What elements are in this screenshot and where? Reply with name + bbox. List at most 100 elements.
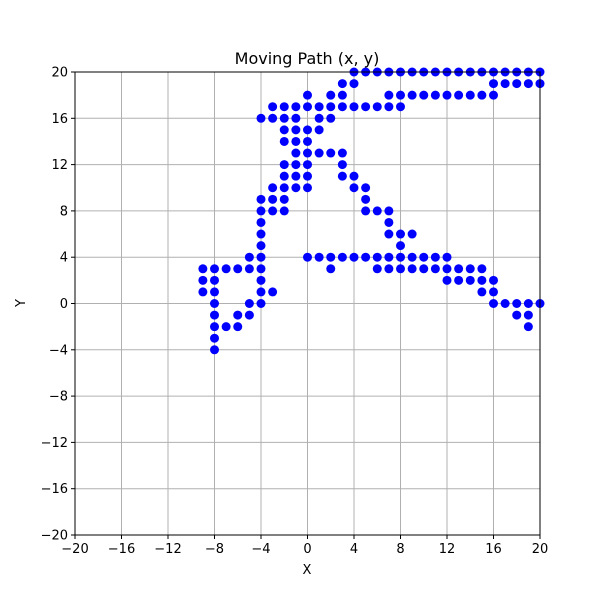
data-point bbox=[396, 102, 405, 112]
data-point bbox=[442, 252, 452, 262]
x-tick-label: −20 bbox=[61, 542, 88, 557]
data-point bbox=[523, 310, 533, 320]
data-point bbox=[349, 252, 359, 262]
data-point bbox=[256, 113, 266, 123]
data-point bbox=[419, 252, 429, 262]
data-point bbox=[337, 148, 347, 158]
data-point bbox=[279, 113, 289, 123]
data-point bbox=[326, 113, 336, 123]
y-tick-label: 20 bbox=[51, 66, 68, 81]
data-point bbox=[210, 275, 219, 285]
data-point bbox=[442, 264, 452, 274]
data-point bbox=[384, 206, 394, 216]
data-point bbox=[337, 79, 347, 89]
plot-frame bbox=[74, 71, 541, 536]
data-point bbox=[256, 217, 266, 227]
data-point bbox=[279, 206, 289, 216]
data-point bbox=[442, 90, 452, 100]
data-point bbox=[198, 287, 208, 297]
data-point bbox=[291, 125, 301, 135]
data-point bbox=[407, 229, 417, 239]
data-point bbox=[326, 102, 336, 112]
data-point bbox=[314, 252, 324, 262]
data-point bbox=[372, 206, 382, 216]
data-point bbox=[361, 102, 371, 112]
data-point bbox=[326, 148, 336, 158]
data-point bbox=[523, 322, 533, 332]
data-point bbox=[314, 148, 324, 158]
data-point bbox=[454, 264, 464, 274]
data-point bbox=[268, 287, 278, 297]
data-point bbox=[279, 136, 289, 146]
x-axis-label: X bbox=[303, 563, 312, 578]
data-point bbox=[419, 264, 429, 274]
y-tick-label: 12 bbox=[51, 158, 68, 173]
data-point bbox=[291, 160, 301, 170]
data-point bbox=[210, 299, 219, 308]
data-point bbox=[221, 264, 231, 274]
data-point bbox=[303, 148, 312, 158]
data-point bbox=[244, 310, 254, 320]
data-point bbox=[384, 264, 394, 274]
data-point bbox=[256, 252, 266, 262]
y-tick-label: 4 bbox=[60, 251, 68, 266]
chart-title: Moving Path (x, y) bbox=[235, 49, 380, 68]
data-point bbox=[291, 113, 301, 123]
data-point bbox=[244, 264, 254, 274]
data-point bbox=[291, 171, 301, 181]
x-tick-label: 8 bbox=[396, 542, 404, 557]
data-point bbox=[303, 102, 312, 112]
data-point bbox=[512, 79, 522, 89]
data-points bbox=[198, 67, 545, 355]
data-point bbox=[210, 264, 219, 274]
data-point bbox=[512, 299, 522, 308]
data-point bbox=[384, 90, 394, 100]
data-point bbox=[233, 322, 243, 332]
data-point bbox=[361, 252, 371, 262]
data-point bbox=[303, 171, 312, 181]
data-point bbox=[326, 252, 336, 262]
data-point bbox=[512, 310, 522, 320]
data-point bbox=[256, 264, 266, 274]
data-point bbox=[268, 102, 278, 112]
data-point bbox=[407, 264, 417, 274]
data-point bbox=[210, 345, 219, 355]
data-point bbox=[314, 113, 324, 123]
data-point bbox=[233, 310, 243, 320]
data-point bbox=[442, 275, 452, 285]
data-point bbox=[361, 206, 371, 216]
data-point bbox=[314, 102, 324, 112]
data-point bbox=[349, 183, 359, 193]
data-point bbox=[256, 287, 266, 297]
data-point bbox=[384, 102, 394, 112]
data-point bbox=[361, 183, 371, 193]
data-point bbox=[279, 171, 289, 181]
y-tick-label: 8 bbox=[60, 204, 68, 219]
data-point bbox=[477, 287, 487, 297]
data-point bbox=[489, 299, 498, 308]
data-point bbox=[489, 287, 498, 297]
data-point bbox=[523, 299, 533, 308]
data-point bbox=[314, 125, 324, 135]
data-point bbox=[396, 241, 405, 251]
data-point bbox=[210, 287, 219, 297]
data-point bbox=[430, 90, 440, 100]
data-point bbox=[349, 171, 359, 181]
data-point bbox=[233, 264, 243, 274]
data-point bbox=[384, 252, 394, 262]
data-point bbox=[337, 90, 347, 100]
data-point bbox=[256, 275, 266, 285]
data-point bbox=[523, 79, 533, 89]
data-point bbox=[210, 333, 219, 343]
data-point bbox=[279, 194, 289, 204]
data-point bbox=[268, 113, 278, 123]
data-point bbox=[326, 90, 336, 100]
x-tick-label: −12 bbox=[154, 542, 181, 557]
data-point bbox=[210, 322, 219, 332]
data-point bbox=[303, 136, 312, 146]
data-point bbox=[349, 102, 359, 112]
data-point bbox=[303, 160, 312, 170]
y-axis-label: Y bbox=[14, 299, 29, 308]
data-point bbox=[221, 322, 231, 332]
